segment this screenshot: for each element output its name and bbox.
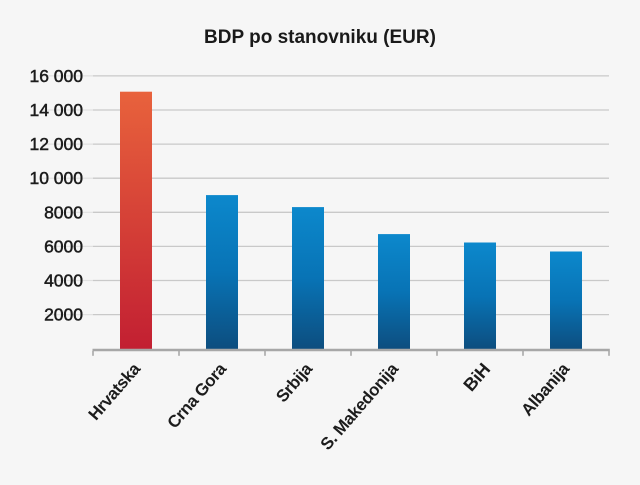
svg-text:12 000: 12 000 [29, 134, 83, 154]
svg-text:2000: 2000 [44, 305, 83, 325]
svg-text:8000: 8000 [44, 202, 83, 222]
svg-text:14 000: 14 000 [29, 100, 83, 120]
svg-text:4000: 4000 [44, 271, 83, 291]
svg-text:6000: 6000 [44, 236, 83, 256]
svg-text:10 000: 10 000 [29, 168, 83, 188]
svg-text:16 000: 16 000 [29, 66, 83, 86]
svg-text:BDP po stanovniku (EUR): BDP po stanovniku (EUR) [204, 27, 436, 48]
